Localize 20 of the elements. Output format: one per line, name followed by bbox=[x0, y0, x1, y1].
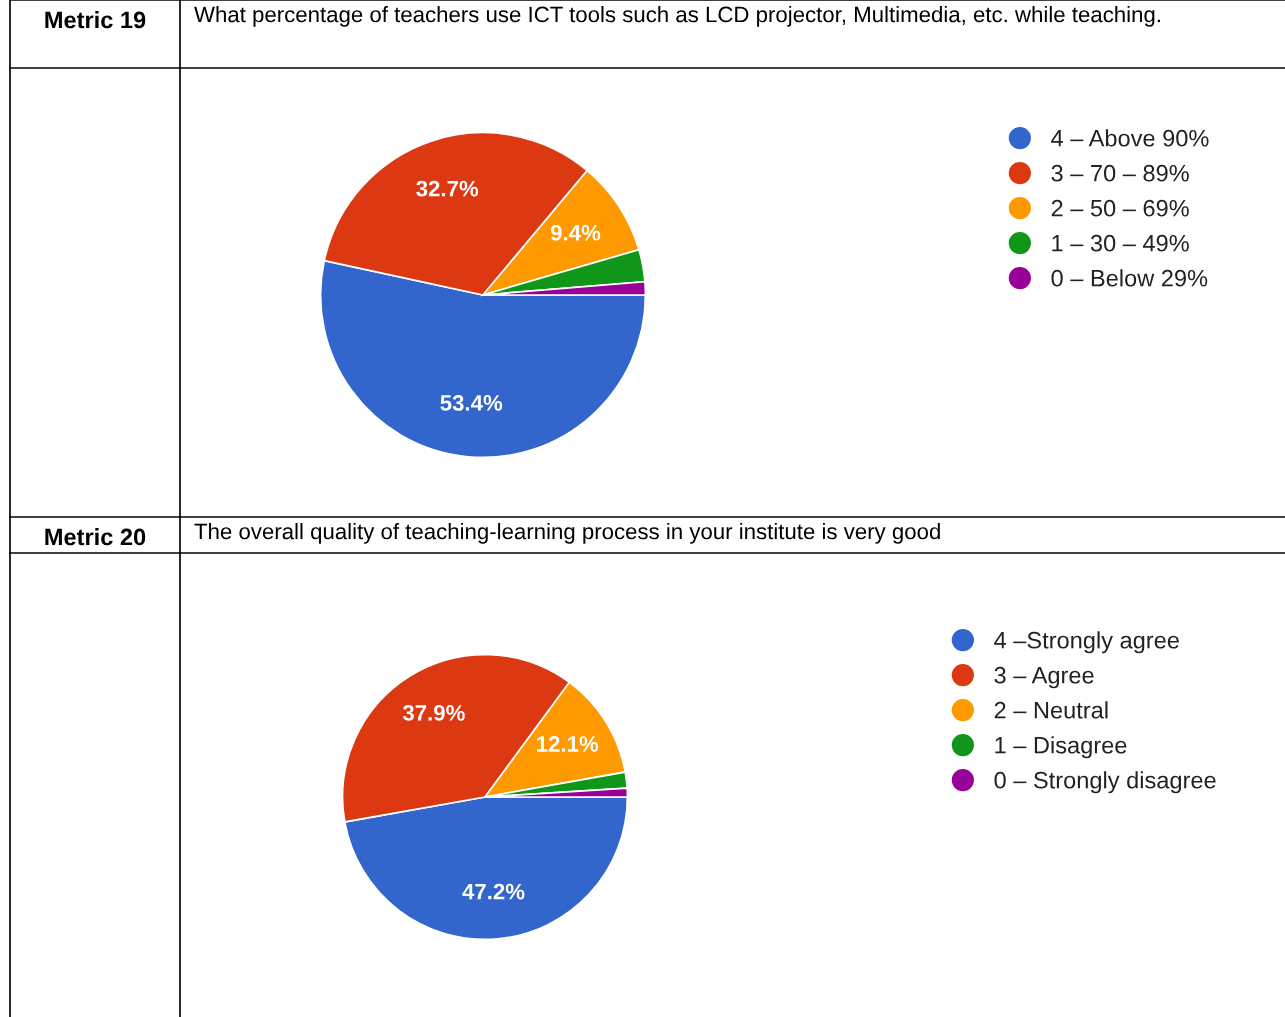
data-label: 12.1% bbox=[537, 736, 599, 752]
legend-label: 2 – Neutral bbox=[994, 701, 1108, 719]
text: Metric 19 bbox=[45, 11, 146, 29]
legend-label: 4 – Above 90% bbox=[1051, 129, 1209, 147]
data-label: 32.7% bbox=[416, 180, 479, 197]
legend-label: 1 – 30 – 49% bbox=[1052, 234, 1189, 252]
legend-label: 3 – 70 – 89% bbox=[1051, 164, 1189, 182]
chart-subtitle: What percentage of teachers use ICT tools such as LCD projector, Multimedia, etc. while teaching. bbox=[194, 6, 1160, 27]
legend-label: 3 – Agree bbox=[994, 666, 1094, 689]
legend-label: 4 –Strongly agree bbox=[994, 631, 1179, 654]
text: Metric 20 bbox=[45, 527, 146, 546]
legend-label: 0 – Below 29% bbox=[1051, 269, 1208, 287]
data-label: 47.2% bbox=[462, 883, 525, 900]
legend-label: 0 – Strongly disagree bbox=[994, 771, 1216, 794]
legend-label: 1 – Disagree bbox=[995, 736, 1127, 759]
legend-label: 2 – 50 – 69% bbox=[1051, 199, 1189, 217]
data-label: 53.4% bbox=[440, 395, 503, 411]
data-label: 37.9% bbox=[402, 704, 465, 721]
data-label: 9.4% bbox=[550, 224, 601, 241]
chart-subtitle: The overall quality of teaching-learning process in your institute is very good bbox=[194, 523, 940, 544]
